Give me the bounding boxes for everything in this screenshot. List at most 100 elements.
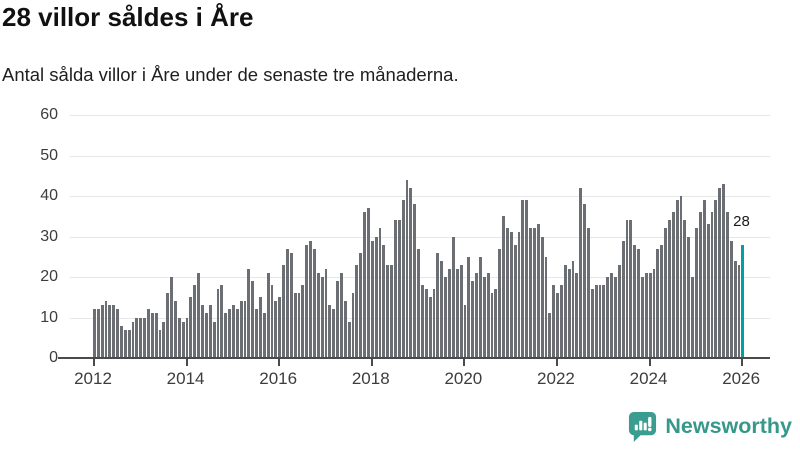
- bar: [536, 224, 540, 358]
- bar: [737, 264, 741, 358]
- bar: [556, 293, 559, 358]
- bar: [517, 232, 521, 358]
- bar: [127, 329, 131, 358]
- gridline: [70, 155, 770, 157]
- bar: [509, 232, 513, 358]
- bar: [336, 281, 339, 358]
- bar: [714, 200, 718, 358]
- bar: [579, 187, 583, 358]
- bar: [587, 228, 590, 358]
- bar: [139, 317, 143, 358]
- x-axis-label: 2024: [629, 369, 668, 388]
- bar: [617, 264, 621, 358]
- x-axis-label: 2022: [537, 369, 575, 388]
- bar: [293, 293, 297, 358]
- bar: [355, 264, 359, 358]
- highlight-value-label: 28: [733, 212, 750, 230]
- bar: [181, 321, 185, 358]
- x-axis-label: 2020: [444, 369, 483, 388]
- bar: [455, 268, 459, 358]
- bar: [729, 240, 733, 358]
- bar: [702, 200, 706, 358]
- y-axis-label: 30: [40, 227, 58, 245]
- bar: [363, 212, 367, 358]
- highlight-bar: [741, 244, 745, 358]
- bar: [594, 285, 598, 358]
- bar: [652, 268, 656, 358]
- bar: [706, 224, 710, 358]
- x-axis-tick: [555, 358, 558, 366]
- bar: [239, 301, 243, 358]
- bar: [243, 301, 247, 358]
- bar: [644, 272, 648, 358]
- bar: [270, 285, 274, 358]
- bar: [255, 309, 258, 358]
- bar: [521, 200, 525, 358]
- bar: [174, 301, 177, 358]
- plot-area: 0 10 20 30 40 50 60 2012 2014 2016 2018 2020 2022 202…: [40, 106, 770, 388]
- bar: [204, 313, 208, 358]
- bar: [502, 216, 505, 358]
- bar: [482, 277, 486, 358]
- newsworthy-logo[interactable]: Newsworthy: [627, 410, 792, 443]
- bar: [629, 220, 633, 358]
- x-axis-tick: [463, 358, 466, 366]
- bar: [394, 220, 397, 358]
- bar: [147, 309, 150, 358]
- bar: [382, 244, 386, 358]
- bar: [309, 240, 312, 358]
- bar: [162, 321, 166, 358]
- gridline: [70, 115, 770, 116]
- bar: [633, 244, 637, 358]
- bar: [401, 200, 405, 358]
- bar: [648, 272, 652, 358]
- bar: [316, 272, 320, 358]
- y-axis-label: 10: [40, 308, 58, 326]
- bar: [235, 309, 239, 358]
- bar: [432, 289, 436, 358]
- bar: [266, 272, 270, 358]
- bar: [559, 285, 563, 358]
- bar: [100, 305, 104, 358]
- bar: [525, 200, 529, 358]
- x-axis-label: 2012: [74, 369, 112, 388]
- bar: [409, 187, 413, 358]
- bar: [108, 305, 112, 358]
- bar: [158, 329, 162, 358]
- y-axis-label: 20: [40, 268, 58, 285]
- bar: [386, 264, 390, 358]
- bar: [691, 277, 695, 358]
- bar: [351, 293, 355, 358]
- bar: [324, 268, 328, 358]
- bar: [459, 264, 463, 358]
- bar: [189, 297, 193, 358]
- bar: [231, 305, 235, 358]
- bar: [610, 272, 614, 358]
- bar: [575, 272, 579, 358]
- bar: [590, 289, 594, 358]
- bar: [490, 293, 494, 358]
- bar: [197, 272, 201, 358]
- bar: [170, 277, 174, 358]
- bar: [367, 208, 370, 358]
- bar: [583, 204, 586, 358]
- bar: [695, 228, 698, 358]
- x-axis-tick: [648, 358, 651, 366]
- bar: [405, 179, 409, 358]
- gridline: [70, 196, 770, 197]
- bar: [544, 256, 548, 358]
- gridline: [70, 236, 770, 238]
- bar: [301, 285, 305, 358]
- bar: [177, 317, 181, 358]
- x-axis-label: 2014: [166, 369, 205, 388]
- bar: [660, 244, 664, 358]
- bar: [274, 301, 278, 358]
- x-axis-tick: [278, 358, 281, 366]
- bar: [347, 321, 351, 358]
- bar: [374, 236, 378, 358]
- y-axis-label: 60: [40, 106, 58, 123]
- bar: [637, 248, 641, 358]
- bar: [208, 305, 212, 358]
- bar: [687, 236, 691, 358]
- bar: [621, 240, 625, 358]
